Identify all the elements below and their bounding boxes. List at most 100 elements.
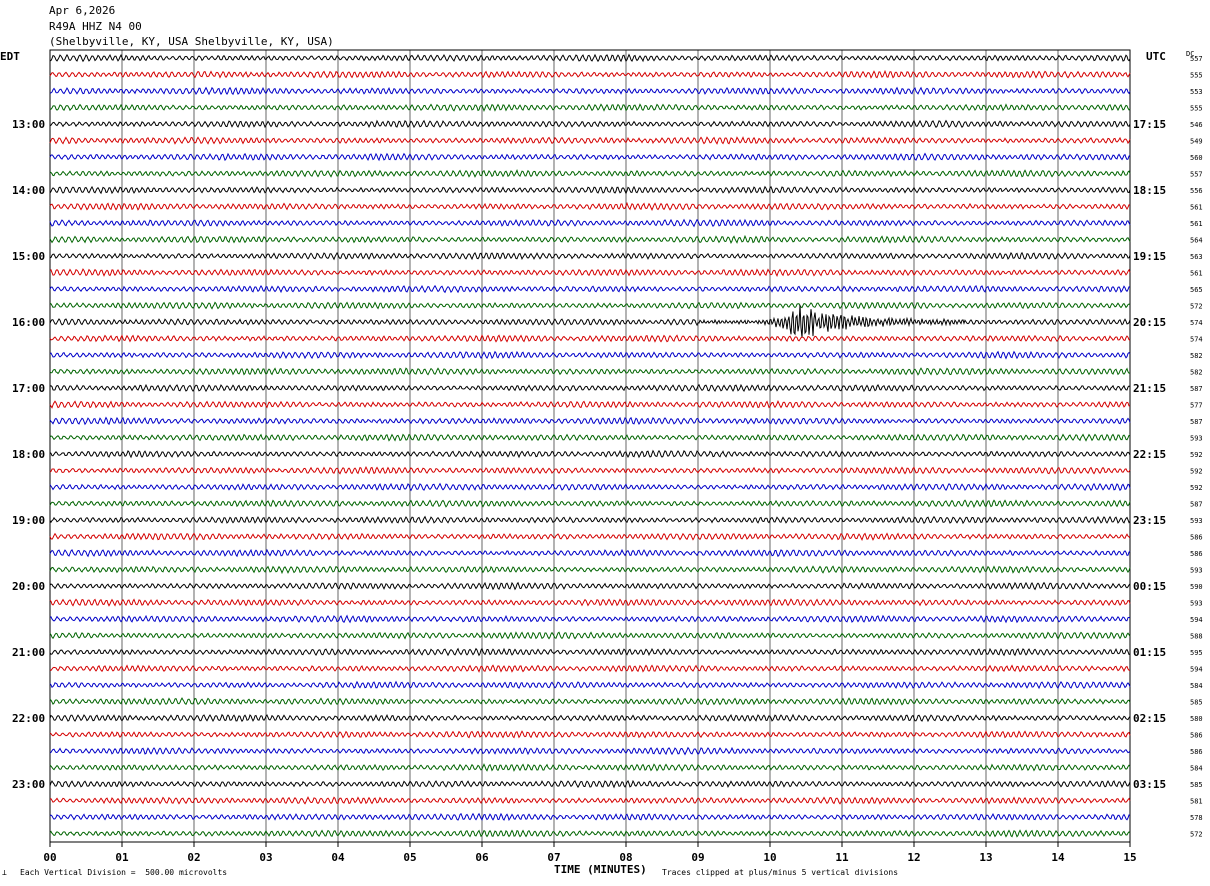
dc-offset-value: 588 <box>1190 633 1203 641</box>
trace-0 <box>49 53 1131 63</box>
right-hour-label: 23:15 <box>1133 514 1166 527</box>
dc-offset-value: 556 <box>1190 187 1203 195</box>
x-tick-label: 15 <box>1123 851 1136 864</box>
dc-offset-value: 593 <box>1190 567 1203 575</box>
dc-offset-value: 572 <box>1190 303 1203 311</box>
trace-19 <box>49 367 1131 376</box>
x-tick-label: 12 <box>907 851 920 864</box>
trace-39 <box>49 697 1131 706</box>
x-tick-label: 00 <box>43 851 56 864</box>
left-hour-label: 18:00 <box>12 448 45 461</box>
dc-offset-value: 590 <box>1190 583 1203 591</box>
dc-offset-value: 581 <box>1190 798 1203 806</box>
dc-offset-value: 592 <box>1190 468 1203 476</box>
trace-24 <box>49 449 1131 459</box>
trace-29 <box>49 532 1131 541</box>
dc-offset-value: 580 <box>1190 715 1203 723</box>
right-hour-label: 20:15 <box>1133 316 1166 329</box>
left-hour-label: 23:00 <box>12 778 45 791</box>
x-tick-label: 13 <box>979 851 992 864</box>
dc-offset-value: 577 <box>1190 402 1203 410</box>
trace-45 <box>49 796 1131 805</box>
dc-offset-value: 574 <box>1190 319 1203 327</box>
x-tick-label: 11 <box>835 851 849 864</box>
dc-offset-value: 586 <box>1190 534 1203 542</box>
trace-43 <box>49 763 1131 772</box>
trace-42 <box>49 746 1131 756</box>
right-hour-label: 03:15 <box>1133 778 1166 791</box>
x-tick-label: 08 <box>619 851 632 864</box>
trace-31 <box>49 565 1131 575</box>
dc-offset-value: 555 <box>1190 105 1203 113</box>
x-tick-label: 02 <box>187 851 200 864</box>
left-hour-label: 22:00 <box>12 712 45 725</box>
left-hour-label: 15:00 <box>12 250 45 263</box>
left-hour-label: 16:00 <box>12 316 45 329</box>
dc-offset-value: 561 <box>1190 270 1203 278</box>
dc-offset-value: 557 <box>1190 55 1203 63</box>
plot-frame <box>49 49 1131 843</box>
dc-offset-value: 549 <box>1190 138 1203 146</box>
dc-offset-value: 594 <box>1190 666 1203 674</box>
x-tick-label: 14 <box>1051 851 1065 864</box>
x-tick-label: 07 <box>547 851 560 864</box>
trace-26 <box>49 482 1131 492</box>
left-hour-label: 13:00 <box>12 118 45 131</box>
trace-14 <box>49 284 1131 294</box>
scale-mark-icon: ⊥ <box>2 868 7 877</box>
trace-28 <box>49 515 1131 525</box>
trace-13 <box>49 268 1131 277</box>
dc-offset-value: 564 <box>1190 237 1203 245</box>
trace-20 <box>49 383 1131 393</box>
right-timezone-label: UTC <box>1146 50 1166 63</box>
trace-46 <box>49 812 1131 822</box>
left-hour-label: 20:00 <box>12 580 45 593</box>
x-tick-label: 03 <box>259 851 272 864</box>
x-tick-label: 09 <box>691 851 704 864</box>
trace-6 <box>49 152 1131 162</box>
dc-offset-value: 587 <box>1190 385 1203 393</box>
left-timezone-label: EDT <box>0 50 20 63</box>
trace-3 <box>49 103 1131 112</box>
dc-offset-value: 584 <box>1190 765 1203 773</box>
station-code: R49A HHZ N4 00 <box>49 20 142 33</box>
trace-18 <box>49 350 1131 360</box>
trace-27 <box>49 499 1131 509</box>
x-tick-label: 05 <box>403 851 416 864</box>
trace-40 <box>49 713 1131 723</box>
left-hour-label: 21:00 <box>12 646 45 659</box>
trace-47 <box>49 829 1131 838</box>
trace-21 <box>49 400 1131 409</box>
x-tick-label: 06 <box>475 851 489 864</box>
trace-37 <box>49 664 1131 673</box>
right-hour-label: 02:15 <box>1133 712 1166 725</box>
trace-44 <box>49 779 1131 789</box>
right-hour-label: 17:15 <box>1133 118 1166 131</box>
trace-35 <box>49 631 1131 640</box>
dc-offset-value: 561 <box>1190 204 1203 212</box>
left-hour-label: 17:00 <box>12 382 45 395</box>
trace-22 <box>49 416 1131 426</box>
trace-2 <box>49 86 1131 96</box>
dc-offset-value: 586 <box>1190 732 1203 740</box>
plot-date: Apr 6,2026 <box>49 4 116 17</box>
dc-offset-value: 594 <box>1190 616 1203 624</box>
clipping-note: Traces clipped at plus/minus 5 vertical … <box>662 868 899 877</box>
right-hour-label: 01:15 <box>1133 646 1166 659</box>
dc-offset-value: 587 <box>1190 418 1203 426</box>
right-hour-label: 18:15 <box>1133 184 1166 197</box>
left-hour-label: 19:00 <box>12 514 45 527</box>
trace-1 <box>49 69 1131 79</box>
dc-offset-value: 546 <box>1190 121 1203 129</box>
dc-offset-value: 563 <box>1190 253 1203 261</box>
trace-7 <box>49 169 1131 178</box>
dc-offset-value: 592 <box>1190 484 1203 492</box>
dc-offset-value: 584 <box>1190 682 1203 690</box>
trace-33 <box>49 598 1131 607</box>
trace-32 <box>49 581 1131 591</box>
dc-offset-value: 560 <box>1190 154 1203 162</box>
right-hour-label: 21:15 <box>1133 382 1166 395</box>
x-axis-title: TIME (MINUTES) <box>554 863 647 876</box>
dc-offset-value: 587 <box>1190 501 1203 509</box>
